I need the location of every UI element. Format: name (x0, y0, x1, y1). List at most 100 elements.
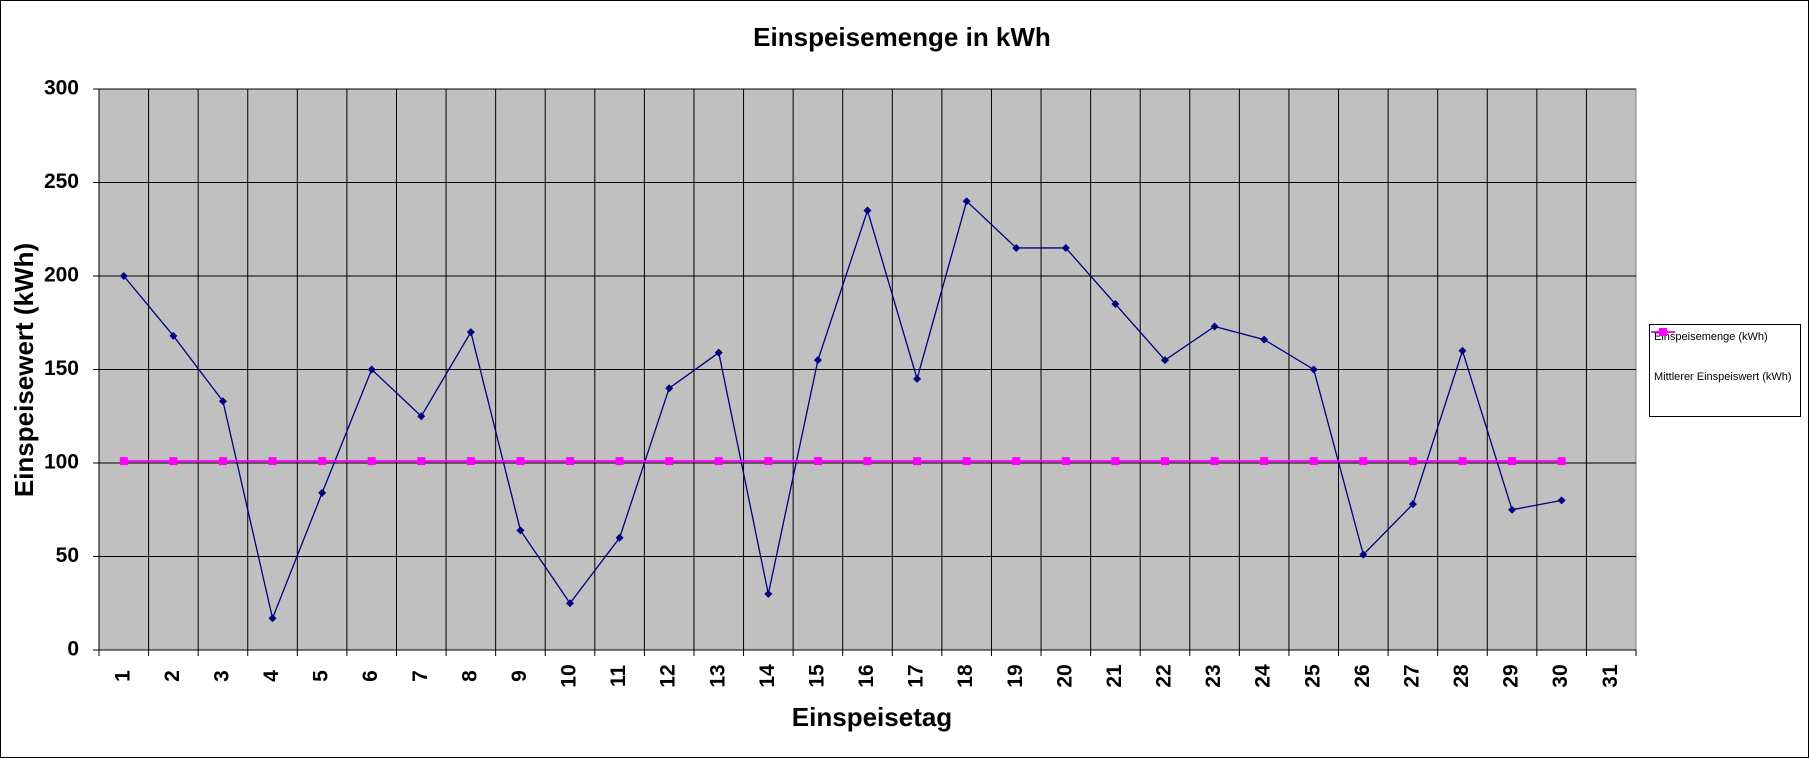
point (764, 589, 773, 598)
y-tick-label: 100 (44, 451, 79, 474)
x-tick-label: 30 (1549, 664, 1572, 687)
x-tick-label: 12 (657, 664, 680, 687)
x-tick-label: 24 (1252, 664, 1275, 688)
point (665, 384, 674, 393)
y-tick-label: 50 (56, 544, 79, 567)
x-tick-label: 28 (1450, 664, 1473, 688)
point (218, 397, 227, 406)
point (417, 412, 426, 421)
y-tick-label: 0 (67, 638, 79, 661)
point (566, 457, 575, 466)
point (1508, 457, 1517, 466)
point (665, 457, 674, 466)
x-tick-label: 5 (310, 670, 333, 682)
y-axis-title: Einspeisewert (kWh) (9, 243, 39, 497)
x-tick-label: 14 (756, 664, 779, 688)
point (1359, 457, 1368, 466)
point (1210, 457, 1219, 466)
x-tick-label: 23 (1202, 664, 1225, 687)
point (1111, 457, 1120, 466)
x-tick-label: 25 (1301, 664, 1324, 688)
x-tick-label: 26 (1351, 664, 1374, 687)
point (466, 457, 475, 466)
point (1061, 243, 1070, 252)
point (1260, 335, 1269, 344)
point (1309, 365, 1318, 374)
point (516, 457, 525, 466)
legend-item: Mittlerer Einspeiswert (kWh) (1650, 328, 1800, 405)
point (764, 457, 773, 466)
x-tick-label: 15 (805, 664, 828, 688)
x-tick-label: 13 (706, 664, 729, 687)
x-tick-label: 4 (260, 670, 283, 682)
point (119, 272, 128, 280)
point (466, 328, 475, 337)
point (863, 457, 872, 466)
point (1359, 550, 1368, 559)
legend-swatch (1651, 328, 1675, 336)
point (913, 374, 922, 383)
point (417, 457, 426, 466)
point (1012, 243, 1021, 252)
point (367, 365, 376, 374)
point (566, 599, 575, 608)
point (962, 457, 971, 466)
x-tick-label: 10 (558, 664, 581, 687)
point (218, 457, 227, 466)
point (268, 457, 277, 466)
legend-label: Mittlerer Einspeiswert (kWh) (1654, 371, 1792, 383)
legend-marker (1659, 328, 1667, 336)
y-tick-label: 200 (44, 264, 79, 287)
point (169, 457, 178, 466)
x-tick-label: 11 (607, 665, 630, 688)
point (1160, 356, 1169, 365)
x-tick-label: 27 (1400, 664, 1423, 687)
point (367, 457, 376, 466)
x-tick-label: 1 (111, 670, 134, 682)
point (318, 457, 327, 466)
point (813, 356, 822, 365)
x-tick-label: 8 (458, 670, 481, 682)
x-tick-label: 6 (359, 670, 382, 682)
point (1160, 457, 1169, 466)
point (615, 533, 624, 542)
x-tick-label: 22 (1153, 664, 1176, 687)
x-tick-label: 2 (161, 670, 184, 682)
point (1408, 457, 1417, 466)
point (169, 331, 178, 340)
x-tick-label: 16 (855, 664, 878, 687)
point (1061, 457, 1070, 466)
y-tick-label: 150 (44, 357, 79, 380)
x-tick-label: 29 (1500, 664, 1523, 687)
x-tick-label: 31 (1599, 664, 1622, 688)
point (119, 457, 128, 466)
point (1458, 346, 1467, 355)
point (714, 348, 723, 357)
point (1557, 496, 1566, 505)
x-tick-label: 17 (905, 664, 928, 687)
point (1111, 300, 1120, 309)
point (1408, 500, 1417, 509)
x-tick-label: 21 (1103, 664, 1126, 688)
x-tick-label: 18 (954, 664, 977, 688)
point (268, 614, 277, 623)
legend: Einspeisemenge (kWh) Mittlerer Einspeiswe… (1649, 324, 1801, 417)
x-tick-label: 9 (508, 670, 531, 682)
x-tick-label: 7 (409, 670, 432, 682)
x-tick-label: 20 (1053, 664, 1076, 687)
point (516, 526, 525, 535)
y-tick-label: 250 (44, 170, 79, 193)
point (1508, 505, 1517, 514)
point (863, 206, 872, 215)
point (318, 488, 327, 497)
y-tick-label: 300 (44, 77, 79, 100)
point (813, 457, 822, 466)
point (615, 457, 624, 466)
point (962, 197, 971, 206)
point (1210, 322, 1219, 331)
point (1012, 457, 1021, 466)
point (1557, 457, 1566, 466)
legend-label: Einspeisemenge (kWh) (1654, 331, 1768, 343)
